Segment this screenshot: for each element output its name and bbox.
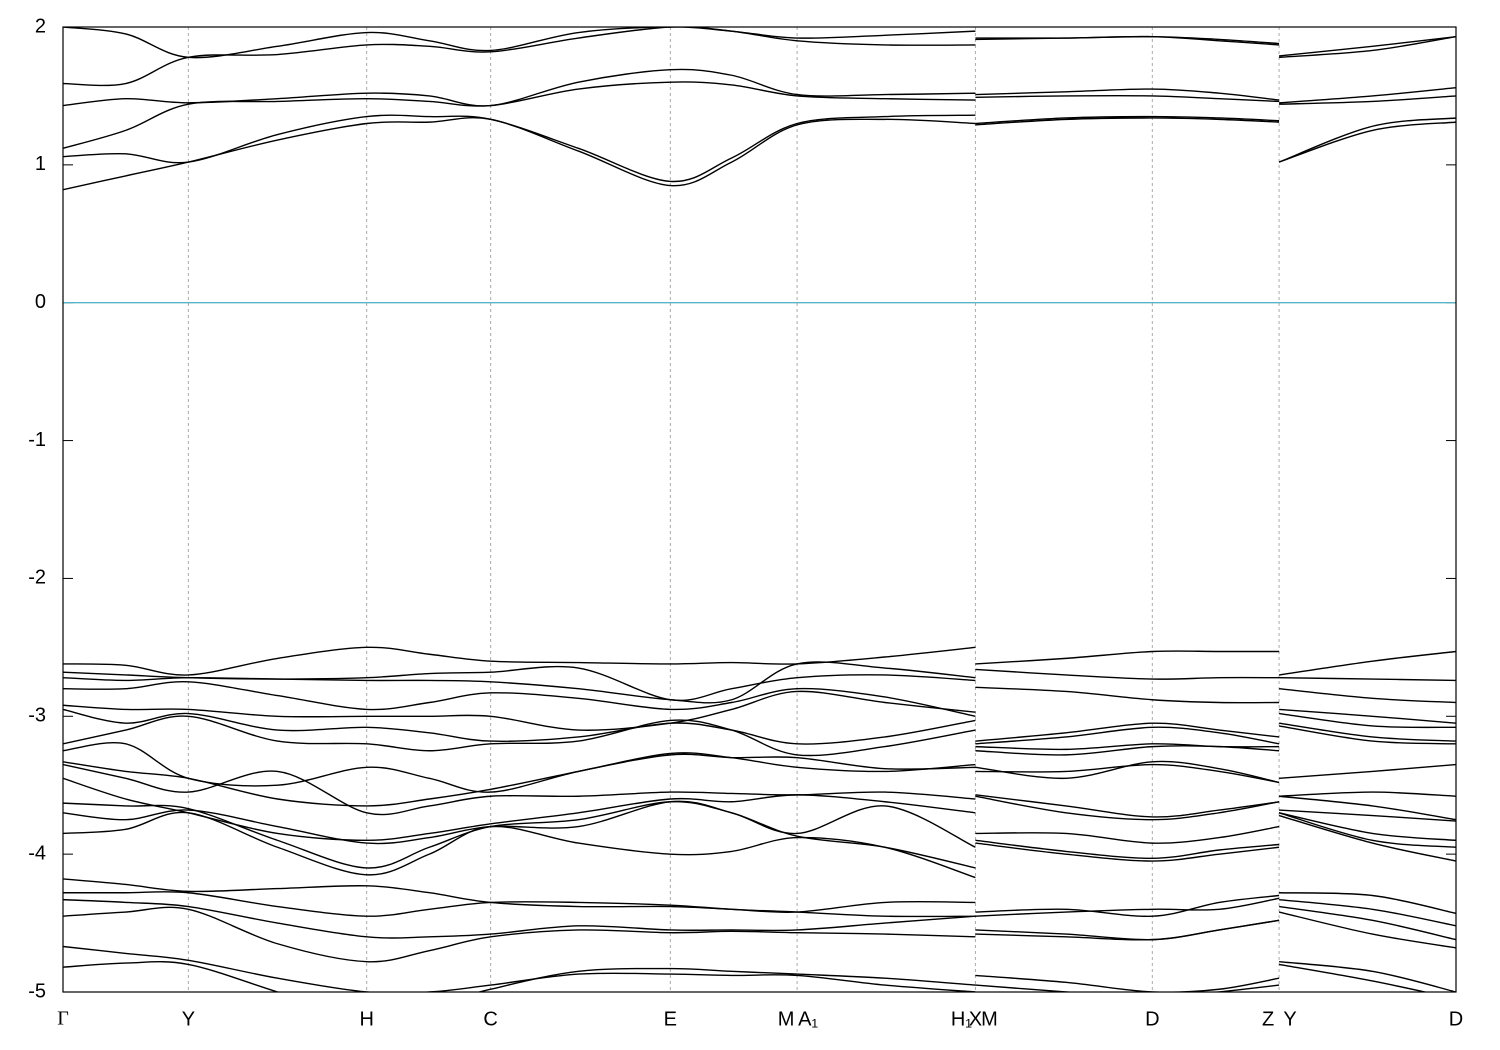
x-tick-label: Y xyxy=(182,1008,195,1030)
x-tick-label: Z xyxy=(1262,1008,1274,1030)
y-tick-label: 2 xyxy=(35,15,46,37)
x-tick-label: M xyxy=(778,1008,795,1030)
y-tick-label: 0 xyxy=(35,291,46,313)
band-line xyxy=(63,27,1456,59)
band-line xyxy=(63,715,1456,757)
band-line xyxy=(63,752,1456,807)
band-line xyxy=(63,800,1456,869)
band-line xyxy=(63,811,1456,879)
band-line xyxy=(63,681,1456,742)
band-line xyxy=(63,906,1456,963)
band-line xyxy=(63,690,1456,745)
y-tick-label: -4 xyxy=(28,842,46,864)
x-tick-label: H₁ xyxy=(951,1008,972,1030)
x-tick-label: X xyxy=(969,1008,982,1030)
x-tick-label: H xyxy=(359,1008,373,1030)
plot-frame xyxy=(62,26,1457,993)
band-line xyxy=(63,878,1456,917)
band-line xyxy=(63,114,1456,183)
x-tick-label: C xyxy=(483,1008,497,1030)
band-line xyxy=(63,68,1456,107)
x-tick-label: D xyxy=(1145,1008,1159,1030)
x-tick-label: A₁ xyxy=(798,1008,818,1030)
y-tick-label: -3 xyxy=(28,705,46,727)
band-layer xyxy=(63,27,1456,992)
band-line xyxy=(63,891,1456,927)
x-tick-label: E xyxy=(664,1008,677,1030)
band-line xyxy=(63,961,1429,992)
x-tick-label: D xyxy=(1449,1008,1463,1030)
x-tick-label: M xyxy=(981,1008,998,1030)
y-tick-label: -5 xyxy=(28,980,46,1002)
band-line xyxy=(63,661,1456,704)
y-tick-label: -1 xyxy=(28,429,46,451)
x-tick-label: Γ xyxy=(57,1008,69,1030)
y-tick-label: 1 xyxy=(35,153,46,175)
y-tick-label: -2 xyxy=(28,567,46,589)
grid-layer xyxy=(63,26,1456,993)
x-tick-label: Y xyxy=(1283,1008,1296,1030)
